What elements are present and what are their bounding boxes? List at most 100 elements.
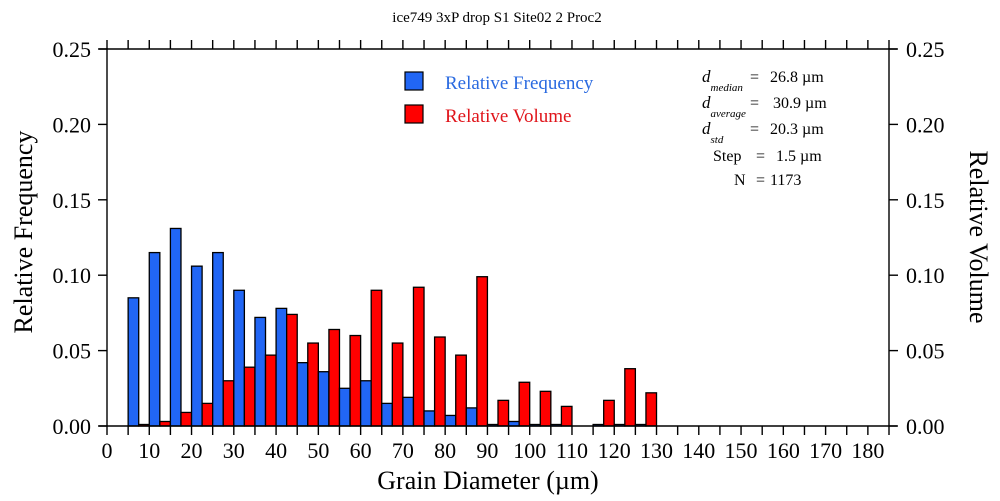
x-tick-label: 180: [851, 438, 884, 463]
frequency-bar: [402, 396, 415, 427]
legend-swatch-frequency: [404, 71, 424, 91]
volume-bar: [455, 354, 467, 427]
x-tick-label: 130: [640, 438, 673, 463]
volume-bar: [476, 276, 489, 427]
frequency-bar: [169, 227, 182, 427]
y-right-axis-title: Relative Volume: [964, 150, 993, 323]
x-tick-label: 100: [513, 438, 546, 463]
volume-bar: [201, 402, 214, 427]
legend-label-frequency: Relative Frequency: [445, 73, 594, 94]
volume-bar: [645, 392, 658, 427]
volume-bar: [603, 399, 615, 427]
frequency-bar: [212, 251, 224, 427]
volume-bar: [285, 313, 298, 427]
volume-bar: [560, 405, 573, 427]
volume-bar: [222, 380, 235, 427]
x-tick-label: 90: [476, 438, 498, 463]
y-left-axis-title: Relative Frequency: [9, 131, 38, 334]
x-tick-label: 140: [682, 438, 715, 463]
x-tick-label: 120: [598, 438, 631, 463]
frequency-bar: [317, 371, 330, 427]
stat-median-symbol: d: [702, 67, 711, 86]
frequency-bar: [444, 414, 457, 427]
x-axis-title: Grain Diameter (µm): [377, 466, 598, 495]
y-left-tick-label: 0.05: [53, 339, 92, 364]
x-tick-label: 30: [223, 438, 245, 463]
legend: Relative Frequency Relative Volume: [404, 71, 594, 127]
y-right-tick-label: 0.25: [906, 37, 945, 62]
frequency-bar: [381, 402, 393, 427]
stat-std-value: 20.3 µm: [770, 121, 824, 138]
y-left-tick-label: 0.10: [53, 263, 92, 288]
x-tick-label: 170: [809, 438, 842, 463]
bars-group: [127, 227, 658, 427]
x-tick-label: 20: [181, 438, 203, 463]
volume-bar: [370, 289, 383, 427]
y-right-tick-labels: 0.00 0.05 0.10 0.15 0.20 0.25: [906, 37, 945, 439]
volume-bar: [307, 342, 319, 427]
stat-step-eq: =: [756, 148, 765, 165]
stat-average-symbol: d: [702, 93, 711, 112]
x-tick-label: 150: [725, 438, 758, 463]
stat-std-subscript: std: [711, 134, 724, 146]
x-tick-labels: 0 10 20 30 40 50 60 70 80 90 100 110 120 130 140 150 160…: [102, 438, 885, 463]
y-right-tick-label: 0.00: [906, 414, 945, 439]
stat-median-value: 26.8 µm: [770, 69, 824, 86]
frequency-bar: [423, 410, 436, 427]
stat-step-label: Step: [713, 148, 741, 165]
volume-bar: [624, 368, 637, 427]
stat-average: daverage: [702, 93, 746, 120]
y-left-tick-label: 0.20: [53, 112, 92, 137]
stat-average-value: 30.9 µm: [773, 95, 827, 112]
stat-std-eq: =: [750, 121, 759, 138]
stat-median-subscript: median: [711, 82, 744, 94]
x-tick-label: 50: [307, 438, 329, 463]
frequency-bar: [338, 387, 351, 427]
volume-bar: [243, 366, 256, 427]
frequency-bar: [296, 362, 309, 427]
volume-bar: [518, 381, 531, 427]
volume-bar: [539, 390, 552, 427]
x-tick-label: 10: [138, 438, 160, 463]
y-right-tick-label: 0.15: [906, 188, 945, 213]
volume-bar: [497, 399, 510, 427]
frequency-bar: [233, 289, 246, 427]
frequency-bar: [148, 251, 161, 427]
x-tick-label: 40: [265, 438, 287, 463]
stat-n-eq: =: [756, 172, 765, 189]
volume-bar: [264, 354, 277, 427]
x-tick-label: 60: [350, 438, 372, 463]
frequency-bar: [127, 297, 140, 427]
stat-average-subscript: average: [711, 108, 747, 120]
x-tick-label: 160: [767, 438, 800, 463]
volume-bar: [180, 411, 193, 427]
stat-median-eq: =: [750, 69, 759, 86]
stat-std-symbol: d: [702, 119, 711, 138]
statistics-annotation: dmedian = 26.8 µm daverage = 30.9 µm dst…: [702, 67, 827, 189]
y-left-tick-labels: 0.00 0.05 0.10 0.15 0.20 0.25: [53, 37, 92, 439]
y-right-tick-label: 0.20: [906, 112, 945, 137]
volume-bar: [328, 328, 341, 427]
frequency-bar: [275, 307, 288, 427]
legend-swatch-volume: [404, 104, 424, 124]
frequency-bar: [465, 407, 478, 427]
y-right-tick-label: 0.10: [906, 263, 945, 288]
y-left-tick-label: 0.15: [53, 188, 92, 213]
chart-title: ice749 3xP drop S1 Site02 2 Proc2: [392, 10, 601, 26]
stat-n-value: 1173: [770, 172, 801, 189]
frequency-bar: [190, 265, 203, 427]
volume-bar: [349, 334, 362, 427]
y-right-tick-label: 0.05: [906, 339, 945, 364]
legend-label-volume: Relative Volume: [445, 106, 571, 127]
stat-average-eq: =: [750, 95, 759, 112]
axes-group: [98, 40, 898, 435]
x-tick-label: 0: [102, 438, 113, 463]
y-left-tick-label: 0.00: [53, 414, 92, 439]
frequency-bar: [254, 316, 267, 427]
x-tick-label: 80: [434, 438, 456, 463]
stat-step-value: 1.5 µm: [776, 148, 822, 165]
stat-n-label: N: [734, 172, 746, 189]
x-tick-label: 70: [392, 438, 414, 463]
volume-bar: [412, 286, 425, 427]
